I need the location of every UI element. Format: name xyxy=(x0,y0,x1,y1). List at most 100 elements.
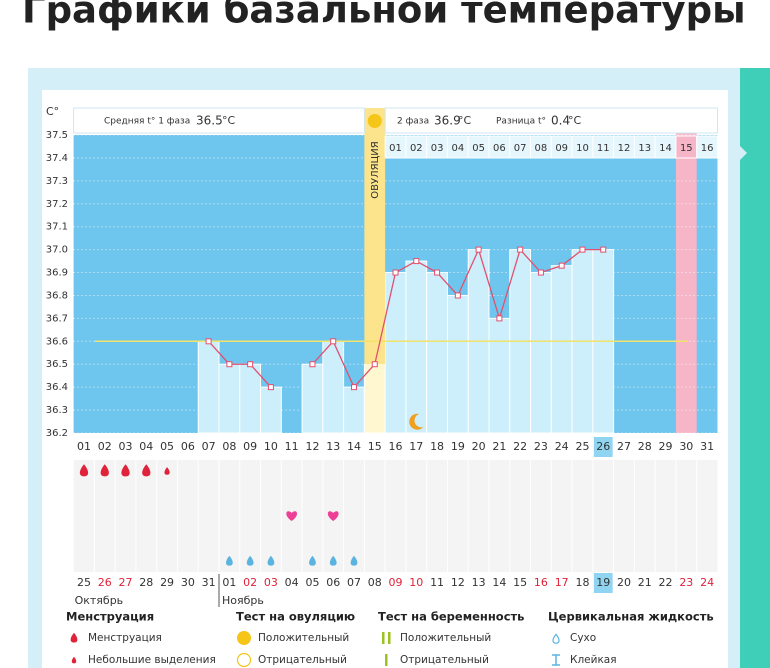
bar xyxy=(488,317,511,434)
point xyxy=(454,292,461,299)
y-tick-label: 36.6 xyxy=(46,336,68,347)
legend-title: Тест на овуляцию xyxy=(236,610,355,624)
legend-icon xyxy=(388,632,391,644)
menstruation-icon xyxy=(79,464,89,477)
legend-icon xyxy=(70,632,78,643)
bar xyxy=(301,363,324,434)
legend-icon xyxy=(382,632,385,644)
y-tick-label: 36.8 xyxy=(46,290,68,301)
x-tick-label: 17 xyxy=(409,440,423,453)
date-label: 29 xyxy=(160,576,174,589)
header-text: °C xyxy=(222,114,236,127)
phase2-day: 10 xyxy=(576,143,589,154)
legend-item: Менструация xyxy=(88,632,162,644)
y-tick-label: 37.5 xyxy=(46,130,68,141)
legend-icon xyxy=(236,652,252,668)
point xyxy=(267,384,274,391)
x-tick-label: 14 xyxy=(347,440,361,453)
date-label: 04 xyxy=(285,576,299,589)
date-label: 14 xyxy=(492,576,506,589)
phase2-day: 03 xyxy=(431,143,444,154)
phase2-day: 12 xyxy=(618,143,631,154)
sun-icon xyxy=(367,114,382,128)
x-tick-label: 15 xyxy=(368,440,382,453)
date-label: 15 xyxy=(513,576,527,589)
bar xyxy=(384,272,407,434)
x-tick-label: 06 xyxy=(181,440,195,453)
header-bg xyxy=(384,107,718,134)
y-tick-label: 36.2 xyxy=(46,428,68,439)
side-strip xyxy=(740,68,770,668)
bar xyxy=(322,340,345,434)
intercourse-icon xyxy=(286,511,298,521)
x-tick-label: 08 xyxy=(222,440,236,453)
x-tick-label: 16 xyxy=(389,440,403,453)
x-tick-label: 28 xyxy=(638,440,652,453)
point xyxy=(600,246,607,253)
icon-area xyxy=(73,460,718,572)
legend-item: Сухо xyxy=(570,632,596,644)
date-label: 17 xyxy=(555,576,569,589)
date-label: 23 xyxy=(679,576,693,589)
x-tick-label: 12 xyxy=(305,440,319,453)
point xyxy=(579,246,586,253)
point xyxy=(330,338,337,345)
legend-title: Тест на беременность xyxy=(378,610,524,624)
date-label: 02 xyxy=(243,576,257,589)
x-tick-label: 20 xyxy=(472,440,486,453)
legend-item: Положительный xyxy=(258,632,349,644)
date-label: 08 xyxy=(368,576,382,589)
x-tick-label: 30 xyxy=(679,440,693,453)
date-label: 30 xyxy=(181,576,195,589)
date-label: 09 xyxy=(389,576,403,589)
legend-icon xyxy=(552,633,560,644)
header-text: Разница t° xyxy=(496,117,546,127)
date-label: 21 xyxy=(638,576,652,589)
header-bg xyxy=(73,107,365,134)
y-tick-label: 37.3 xyxy=(46,176,68,187)
fluid-icon xyxy=(226,555,233,566)
phase2-day: 16 xyxy=(701,143,714,154)
legend-icon xyxy=(552,654,560,666)
date-label: 05 xyxy=(305,576,319,589)
y-unit: C° xyxy=(46,105,59,118)
y-tick-label: 36.5 xyxy=(46,359,68,370)
legend-title: Менструация xyxy=(66,610,154,624)
date-label: 22 xyxy=(659,576,673,589)
x-tick-label: 05 xyxy=(160,440,174,453)
date-label: 06 xyxy=(326,576,340,589)
x-tick-label: 23 xyxy=(534,440,548,453)
bar xyxy=(550,265,573,434)
point xyxy=(309,361,316,368)
fluid-icon xyxy=(267,555,275,566)
phase2-day: 02 xyxy=(410,143,423,154)
x-tick-label: 07 xyxy=(202,440,216,453)
date-label: 19 xyxy=(596,576,610,589)
point xyxy=(475,246,482,253)
x-tick-label: 02 xyxy=(98,440,112,453)
y-tick-label: 37.1 xyxy=(46,222,68,233)
date-label: 01 xyxy=(222,576,236,589)
ovulation-column xyxy=(364,108,386,365)
x-tick-label: 09 xyxy=(243,440,257,453)
header-text: 2 фаза xyxy=(397,117,429,127)
date-label: 28 xyxy=(139,576,153,589)
bar xyxy=(343,386,365,434)
phase2-day: 08 xyxy=(535,143,548,154)
header-text: °C xyxy=(568,114,582,127)
bar xyxy=(218,363,241,434)
date-label: 18 xyxy=(575,576,589,589)
legend-title: Цервикальная жидкость xyxy=(548,610,714,624)
x-tick-label: 31 xyxy=(700,440,714,453)
legend-item: Положительный xyxy=(400,632,491,644)
x-tick-label: 11 xyxy=(285,440,299,453)
x-tick-label: 21 xyxy=(492,440,506,453)
point xyxy=(517,246,524,253)
phase2-day: 07 xyxy=(514,143,527,154)
light-discharge-icon xyxy=(164,467,170,475)
point xyxy=(205,338,212,345)
fluid-icon xyxy=(309,555,316,566)
y-tick-label: 36.7 xyxy=(46,313,68,324)
x-tick-label: 27 xyxy=(617,440,631,453)
